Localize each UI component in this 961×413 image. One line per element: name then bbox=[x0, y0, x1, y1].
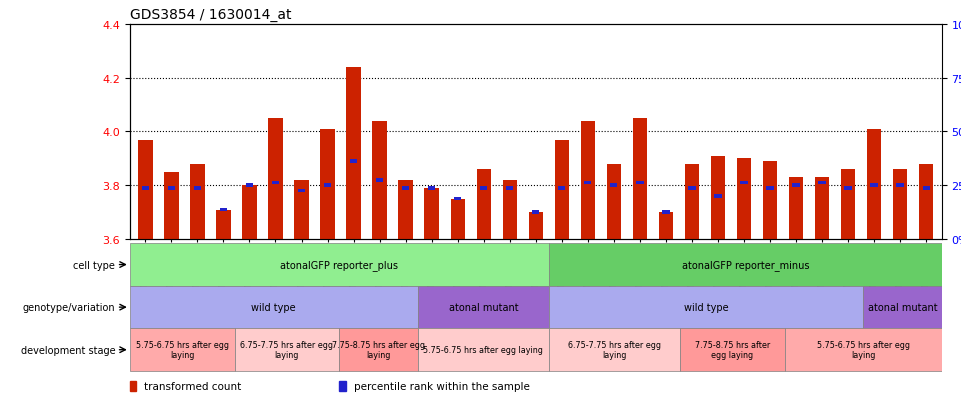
Bar bbox=[549, 329, 679, 371]
Text: atonal mutant: atonal mutant bbox=[868, 302, 937, 312]
Bar bbox=[549, 244, 942, 286]
Text: GDS3854 / 1630014_at: GDS3854 / 1630014_at bbox=[130, 8, 291, 22]
Bar bbox=[714, 195, 722, 198]
Bar bbox=[679, 329, 784, 371]
Text: 6.75-7.75 hrs after egg
laying: 6.75-7.75 hrs after egg laying bbox=[568, 340, 661, 360]
Text: genotype/variation: genotype/variation bbox=[23, 302, 115, 312]
Bar bbox=[789, 178, 803, 240]
Text: 5.75-6.75 hrs after egg
laying: 5.75-6.75 hrs after egg laying bbox=[817, 340, 910, 360]
Bar bbox=[784, 329, 942, 371]
Text: atonalGFP reporter_plus: atonalGFP reporter_plus bbox=[281, 259, 398, 271]
Bar bbox=[815, 178, 829, 240]
Bar bbox=[477, 170, 491, 240]
Bar bbox=[740, 181, 748, 185]
Bar bbox=[867, 130, 881, 240]
Bar bbox=[130, 381, 136, 391]
Bar bbox=[529, 213, 543, 240]
Bar bbox=[130, 329, 234, 371]
Bar bbox=[763, 161, 777, 240]
Bar bbox=[711, 156, 726, 240]
Text: 5.75-6.75 hrs after egg
laying: 5.75-6.75 hrs after egg laying bbox=[136, 340, 229, 360]
Bar bbox=[168, 187, 175, 190]
Text: transformed count: transformed count bbox=[144, 381, 241, 391]
Bar bbox=[399, 180, 413, 240]
Text: wild type: wild type bbox=[252, 302, 296, 312]
Bar bbox=[580, 121, 595, 240]
Bar bbox=[418, 286, 549, 329]
Bar bbox=[636, 181, 644, 185]
Bar bbox=[919, 164, 933, 240]
Bar bbox=[532, 211, 539, 214]
Bar bbox=[190, 164, 205, 240]
Bar bbox=[294, 180, 308, 240]
Bar bbox=[268, 119, 283, 240]
Text: 6.75-7.75 hrs after egg
laying: 6.75-7.75 hrs after egg laying bbox=[240, 340, 333, 360]
Bar bbox=[893, 170, 907, 240]
Bar bbox=[346, 68, 360, 240]
Bar bbox=[737, 159, 752, 240]
Bar bbox=[350, 160, 357, 163]
Bar bbox=[554, 140, 569, 240]
Text: development stage: development stage bbox=[21, 345, 115, 355]
Bar bbox=[662, 211, 670, 214]
Bar bbox=[194, 187, 201, 190]
Bar bbox=[451, 199, 465, 240]
Bar bbox=[506, 187, 513, 190]
Bar bbox=[793, 184, 800, 188]
Bar bbox=[845, 187, 851, 190]
Text: percentile rank within the sample: percentile rank within the sample bbox=[354, 381, 530, 391]
Bar bbox=[454, 197, 461, 201]
Bar bbox=[688, 187, 696, 190]
Bar bbox=[220, 208, 227, 211]
Bar bbox=[897, 184, 903, 188]
Bar bbox=[841, 170, 855, 240]
Bar bbox=[141, 187, 149, 190]
Bar bbox=[130, 286, 418, 329]
Bar bbox=[234, 329, 339, 371]
Bar bbox=[376, 178, 383, 182]
Text: wild type: wild type bbox=[683, 302, 728, 312]
Text: 7.75-8.75 hrs after egg
laying: 7.75-8.75 hrs after egg laying bbox=[333, 340, 425, 360]
Bar bbox=[298, 189, 306, 193]
Bar bbox=[428, 187, 435, 190]
Bar bbox=[272, 181, 279, 185]
Bar bbox=[584, 181, 591, 185]
Bar bbox=[246, 184, 253, 188]
Bar bbox=[425, 188, 439, 240]
Bar bbox=[923, 187, 930, 190]
Bar bbox=[863, 286, 942, 329]
Bar bbox=[418, 329, 549, 371]
Text: atonalGFP reporter_minus: atonalGFP reporter_minus bbox=[681, 259, 809, 271]
Bar bbox=[871, 184, 877, 188]
Bar bbox=[339, 329, 418, 371]
Bar bbox=[242, 186, 257, 240]
Bar bbox=[610, 184, 618, 188]
Bar bbox=[549, 286, 863, 329]
Bar bbox=[130, 244, 549, 286]
Bar bbox=[658, 213, 673, 240]
Bar bbox=[339, 381, 346, 391]
Bar bbox=[373, 121, 386, 240]
Bar bbox=[480, 187, 487, 190]
Bar bbox=[766, 187, 774, 190]
Bar bbox=[606, 164, 621, 240]
Bar bbox=[216, 210, 231, 240]
Bar bbox=[402, 187, 409, 190]
Bar bbox=[819, 181, 825, 185]
Text: 5.75-6.75 hrs after egg laying: 5.75-6.75 hrs after egg laying bbox=[424, 345, 543, 354]
Bar bbox=[324, 184, 332, 188]
Text: atonal mutant: atonal mutant bbox=[449, 302, 518, 312]
Text: 7.75-8.75 hrs after
egg laying: 7.75-8.75 hrs after egg laying bbox=[695, 340, 770, 360]
Bar bbox=[558, 187, 565, 190]
Bar bbox=[503, 180, 517, 240]
Bar bbox=[164, 172, 179, 240]
Bar bbox=[320, 130, 334, 240]
Bar bbox=[685, 164, 699, 240]
Text: cell type: cell type bbox=[73, 260, 115, 270]
Bar bbox=[632, 119, 647, 240]
Bar bbox=[138, 140, 153, 240]
